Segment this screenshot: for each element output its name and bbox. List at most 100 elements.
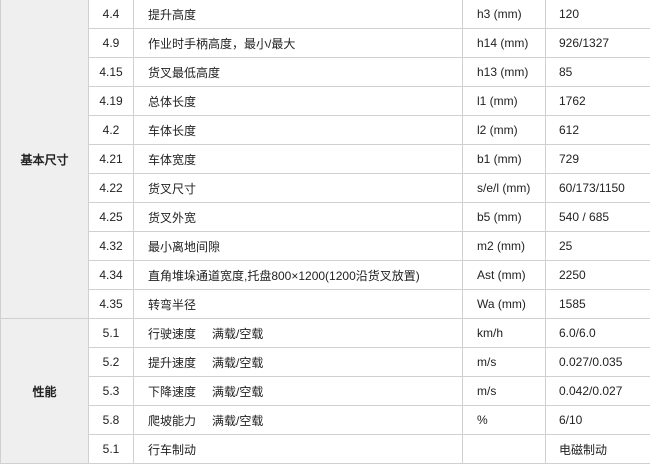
item-name: 总体长度 <box>133 86 463 116</box>
item-unit: % <box>462 405 546 435</box>
item-name: 车体宽度 <box>133 144 463 174</box>
item-value: 540 / 685 <box>545 202 650 232</box>
item-condition: 满载/空载 <box>212 326 264 341</box>
item-unit <box>462 434 546 464</box>
item-number: 4.9 <box>88 28 134 58</box>
table-row: 5.1 行车制动 电磁制动 <box>1 434 650 464</box>
item-number: 5.8 <box>88 405 134 435</box>
item-condition: 满载/空载 <box>212 384 264 399</box>
table-row: 4.32 最小离地间隙 m2 (mm) 25 <box>1 231 650 261</box>
item-name-text: 车体长度 <box>148 123 197 138</box>
item-number: 4.25 <box>88 202 134 232</box>
table-row: 性能 5.1 行驶速度 满载/空载 km/h 6.0/6.0 <box>0 318 650 464</box>
item-number: 4.35 <box>88 289 134 319</box>
item-value: 0.027/0.035 <box>545 347 650 377</box>
item-value: 电磁制动 <box>545 434 650 464</box>
item-number: 4.21 <box>88 144 134 174</box>
item-condition: 满载/空载 <box>212 413 264 428</box>
table-row: 4.9 作业时手柄高度，最小/最大 h14 (mm) 926/1327 <box>1 28 650 58</box>
table-row: 基本尺寸 4.4 提升高度 h3 (mm) 120 <box>0 0 650 319</box>
item-number: 4.15 <box>88 57 134 87</box>
item-name: 车体长度 <box>133 115 463 145</box>
item-value: 6.0/6.0 <box>545 318 650 348</box>
item-unit: h14 (mm) <box>462 28 546 58</box>
item-unit: b5 (mm) <box>462 202 546 232</box>
item-name-text: 提升速度 <box>148 355 197 370</box>
item-unit: h3 (mm) <box>462 0 546 29</box>
table-row: 4.2 车体长度 l2 (mm) 612 <box>1 115 650 145</box>
item-name-text: 提升高度 <box>148 7 197 22</box>
item-value: 926/1327 <box>545 28 650 58</box>
item-name-text: 爬坡能力 <box>148 413 197 428</box>
item-value: 612 <box>545 115 650 145</box>
item-name-text: 下降速度 <box>148 384 197 399</box>
table-row: 4.22 货叉尺寸 s/e/l (mm) 60/173/1150 <box>1 173 650 203</box>
item-number: 5.3 <box>88 376 134 406</box>
table-row: 4.21 车体宽度 b1 (mm) 729 <box>1 144 650 174</box>
item-number: 4.22 <box>88 173 134 203</box>
item-number: 4.32 <box>88 231 134 261</box>
table-row: 4.34 直角堆垛通道宽度,托盘800×1200(1200沿货叉放置) Ast (m… <box>1 260 650 290</box>
group-label: 基本尺寸 <box>0 0 89 319</box>
item-name-text: 作业时手柄高度，最小/最大 <box>148 36 296 51</box>
item-unit: Ast (mm) <box>462 260 546 290</box>
item-unit: l1 (mm) <box>462 86 546 116</box>
table-row: 5.2 提升速度 满载/空载 m/s 0.027/0.035 <box>1 347 650 377</box>
item-condition: 满载/空载 <box>212 355 264 370</box>
item-unit: km/h <box>462 318 546 348</box>
item-name: 货叉尺寸 <box>133 173 463 203</box>
item-name: 提升高度 <box>133 0 463 29</box>
table-row: 5.8 爬坡能力 满载/空载% 6/10 <box>1 405 650 435</box>
item-number: 4.4 <box>88 0 134 29</box>
item-number: 5.1 <box>88 318 134 348</box>
item-unit: s/e/l (mm) <box>462 173 546 203</box>
group-label: 性能 <box>0 318 89 464</box>
item-name-text: 货叉尺寸 <box>148 181 197 196</box>
item-name-text: 行驶速度 <box>148 326 197 341</box>
item-name: 作业时手柄高度，最小/最大 <box>133 28 463 58</box>
item-value: 1762 <box>545 86 650 116</box>
item-name-text: 行车制动 <box>148 442 197 457</box>
table-row: 4.15 货叉最低高度 h13 (mm) 85 <box>1 57 650 87</box>
item-name: 提升速度 满载/空载 <box>133 347 463 377</box>
item-name-text: 货叉最低高度 <box>148 65 221 80</box>
item-number: 4.34 <box>88 260 134 290</box>
item-name-text: 直角堆垛通道宽度,托盘800×1200(1200沿货叉放置) <box>148 268 420 283</box>
item-unit: m/s <box>462 376 546 406</box>
item-value: 60/173/1150 <box>545 173 650 203</box>
item-name: 下降速度 满载/空载 <box>133 376 463 406</box>
item-value: 729 <box>545 144 650 174</box>
item-name: 行车制动 <box>133 434 463 464</box>
table-row: 4.35 转弯半径 Wa (mm) 1585 <box>1 289 650 319</box>
item-name: 转弯半径 <box>133 289 463 319</box>
item-unit: h13 (mm) <box>462 57 546 87</box>
item-value: 25 <box>545 231 650 261</box>
item-number: 4.19 <box>88 86 134 116</box>
item-value: 120 <box>545 0 650 29</box>
item-number: 5.1 <box>88 434 134 464</box>
item-value: 6/10 <box>545 405 650 435</box>
item-unit: Wa (mm) <box>462 289 546 319</box>
item-name-text: 总体长度 <box>148 94 197 109</box>
item-name-text: 转弯半径 <box>148 297 197 312</box>
item-name: 最小离地间隙 <box>133 231 463 261</box>
table-row: 5.3 下降速度 满载/空载 m/s 0.042/0.027 <box>1 376 650 406</box>
item-value: 85 <box>545 57 650 87</box>
item-name: 货叉外宽 <box>133 202 463 232</box>
item-value: 1585 <box>545 289 650 319</box>
item-unit: m/s <box>462 347 546 377</box>
item-name: 货叉最低高度 <box>133 57 463 87</box>
item-number: 4.2 <box>88 115 134 145</box>
item-unit: m2 (mm) <box>462 231 546 261</box>
item-name: 直角堆垛通道宽度,托盘800×1200(1200沿货叉放置) <box>133 260 463 290</box>
item-unit: b1 (mm) <box>462 144 546 174</box>
item-name-text: 最小离地间隙 <box>148 239 221 254</box>
item-name-text: 车体宽度 <box>148 152 197 167</box>
item-name: 爬坡能力 满载/空载 <box>133 405 463 435</box>
item-value: 0.042/0.027 <box>545 376 650 406</box>
table-row: 4.25 货叉外宽 b5 (mm) 540 / 685 <box>1 202 650 232</box>
item-number: 5.2 <box>88 347 134 377</box>
item-name: 行驶速度 满载/空载 <box>133 318 463 348</box>
item-name-text: 货叉外宽 <box>148 210 197 225</box>
